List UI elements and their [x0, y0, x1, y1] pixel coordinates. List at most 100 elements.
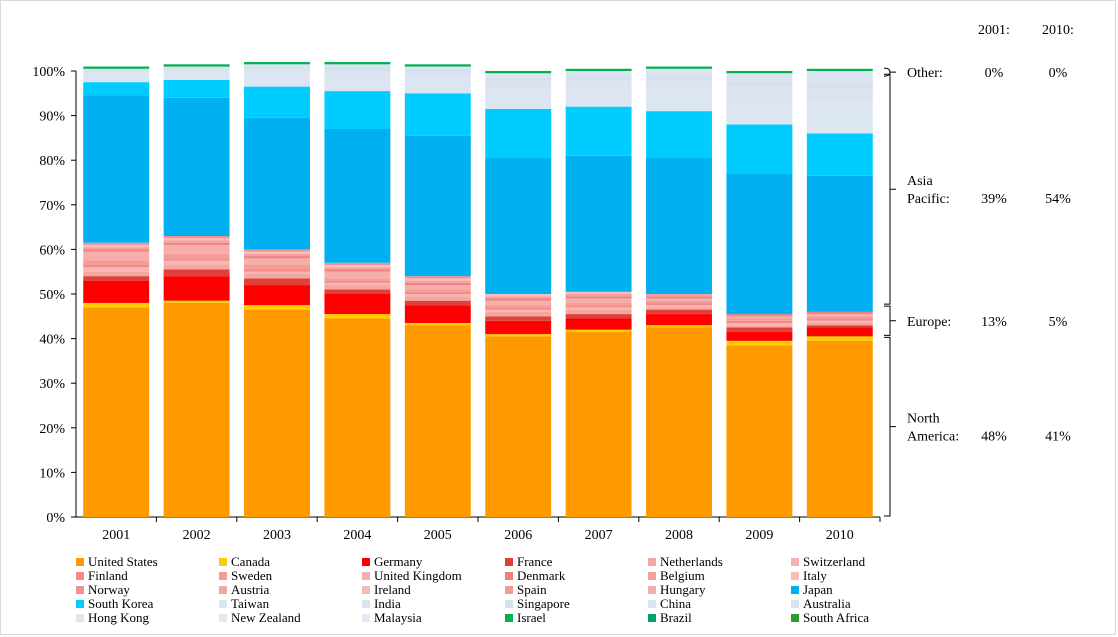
legend-label: Japan — [803, 582, 833, 597]
legend-swatch — [791, 586, 799, 594]
legend-swatch — [791, 600, 799, 608]
bar-segment — [485, 309, 552, 312]
bar-segment — [324, 294, 391, 315]
legend-swatch — [76, 600, 84, 608]
bar-segment — [485, 307, 552, 310]
legend-label: Italy — [803, 568, 827, 583]
bar-segment — [565, 71, 632, 76]
bar-segment — [806, 336, 873, 341]
bar-segment — [806, 322, 873, 326]
bar-segment — [565, 106, 632, 156]
bar-segment — [726, 86, 793, 98]
bar-segment — [244, 117, 310, 250]
y-tick-label: 50% — [39, 288, 65, 303]
bar-segment — [83, 260, 150, 266]
bar-segment — [163, 238, 230, 241]
bar-segment — [646, 294, 712, 297]
bar-segment — [324, 318, 391, 517]
legend-swatch — [362, 586, 370, 594]
bar-segment — [244, 273, 310, 279]
legend-label: Ireland — [374, 582, 411, 597]
annotation-header-2010: 2010: — [1042, 23, 1074, 38]
bar-segment — [404, 276, 471, 279]
bar-segment — [83, 73, 150, 83]
bar-segment — [324, 128, 391, 263]
bar-segment — [565, 68, 632, 71]
bar-segment — [806, 316, 873, 319]
group-label: Other: — [907, 66, 943, 81]
legend-label: China — [660, 596, 691, 611]
bar-segment — [565, 318, 632, 330]
annotation-header-2001: 2001: — [978, 23, 1010, 38]
bar-segment — [324, 271, 391, 279]
bar-segment — [404, 322, 471, 326]
bar-segment — [646, 300, 712, 303]
group-label: America: — [907, 430, 959, 445]
bar-segment — [806, 82, 873, 89]
group-label: North — [907, 412, 940, 427]
bar-segment — [324, 282, 391, 286]
bar-segment — [83, 71, 150, 74]
bar-segment — [565, 305, 632, 308]
bar-segment — [565, 296, 632, 299]
bar-segment — [485, 77, 552, 83]
bar-segment — [806, 68, 873, 71]
group-bracket — [884, 336, 896, 517]
bar-segment — [806, 340, 873, 517]
bar-segment — [726, 327, 793, 332]
group-value-2010: 54% — [1045, 192, 1071, 207]
y-tick-label: 10% — [39, 466, 65, 481]
legend-label: Hong Kong — [88, 610, 150, 625]
group-value-2010: 5% — [1049, 315, 1068, 330]
bar-segment — [404, 64, 471, 67]
bar-segment — [244, 265, 310, 270]
bar-segment — [324, 75, 391, 92]
y-tick-label: 60% — [39, 243, 65, 258]
bar-segment — [83, 66, 150, 69]
legend-swatch — [219, 586, 227, 594]
bar-segment — [324, 269, 391, 272]
bar-segment — [806, 133, 873, 176]
bar-segment — [806, 175, 873, 312]
bar-segment — [324, 278, 391, 281]
bar-segment — [646, 309, 712, 315]
legend-swatch — [219, 558, 227, 566]
legend-label: Norway — [88, 582, 130, 597]
bar-segment — [244, 68, 310, 74]
group-bracket — [883, 67, 896, 77]
bar-segment — [485, 71, 552, 74]
bar-segment — [646, 68, 712, 76]
bar-segment — [485, 73, 552, 78]
bar-segment — [244, 62, 310, 65]
legend-swatch — [362, 614, 370, 622]
bar-segment — [404, 300, 471, 306]
y-tick-label: 80% — [39, 154, 65, 169]
y-tick-label: 70% — [39, 199, 65, 214]
bar-segment — [83, 244, 150, 248]
bar-segment — [485, 82, 552, 89]
x-tick-label: 2004 — [343, 528, 371, 543]
bar-segment — [565, 309, 632, 315]
bar-segment — [83, 95, 150, 243]
bar-segment — [404, 66, 471, 69]
legend-swatch — [505, 558, 513, 566]
bar-segment — [726, 73, 793, 83]
bar-segment — [726, 82, 793, 87]
bar-segment — [726, 345, 793, 517]
bar-segment — [324, 265, 391, 268]
bar-segment — [324, 71, 391, 76]
legend-label: South Africa — [803, 610, 869, 625]
bar-segment — [565, 291, 632, 294]
bar-segment — [244, 258, 310, 266]
bar-segment — [324, 91, 391, 129]
bar-segment — [726, 340, 793, 346]
bar-segment — [404, 296, 471, 301]
bar-segment — [726, 318, 793, 321]
group-bracket — [884, 305, 896, 336]
bar-segment — [404, 93, 471, 136]
bar-segment — [163, 265, 230, 270]
group-bracket — [884, 73, 896, 305]
bar-segment — [163, 97, 230, 237]
bar-segment — [806, 311, 873, 315]
legend-label: Sweden — [231, 568, 273, 583]
